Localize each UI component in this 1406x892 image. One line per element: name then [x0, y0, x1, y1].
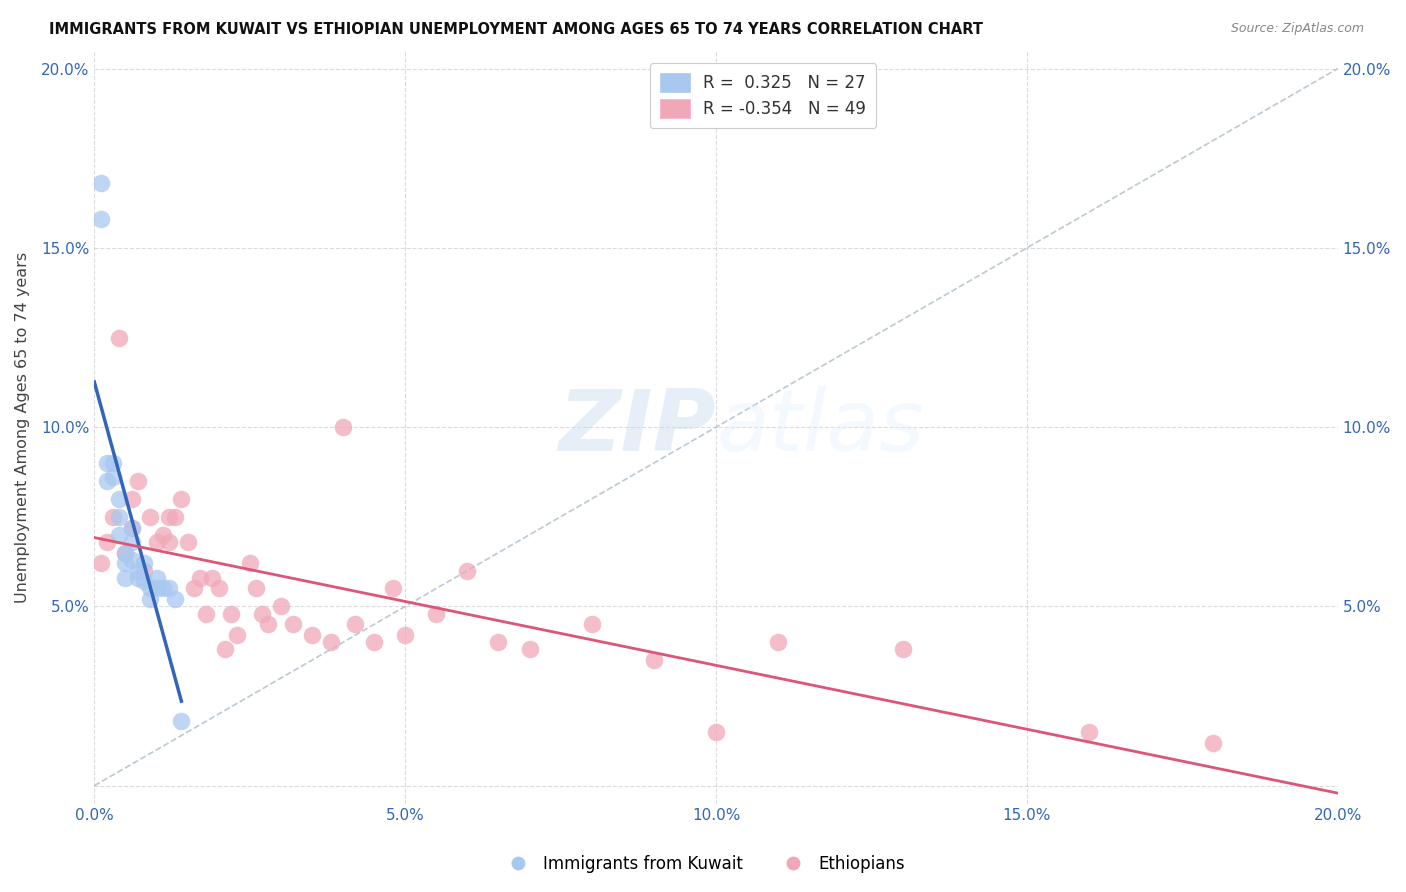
Point: [96, 474, 118, 488]
Point: [101, 470, 124, 484]
Point: [152, 527, 174, 541]
Point: [157, 582, 180, 596]
Point: [90, 557, 112, 571]
Point: [488, 635, 510, 649]
Point: [114, 557, 136, 571]
Point: [381, 582, 404, 596]
Point: [121, 534, 143, 549]
Point: [96, 534, 118, 549]
Point: [425, 607, 447, 621]
Point: [139, 582, 162, 596]
Point: [1202, 736, 1225, 750]
Point: [145, 571, 167, 585]
Point: [165, 509, 187, 524]
Point: [891, 642, 914, 657]
Point: [176, 534, 198, 549]
Point: [201, 571, 224, 585]
Point: [183, 582, 205, 596]
Point: [108, 491, 131, 506]
Point: [108, 330, 131, 344]
Text: IMMIGRANTS FROM KUWAIT VS ETHIOPIAN UNEMPLOYMENT AMONG AGES 65 TO 74 YEARS CORRE: IMMIGRANTS FROM KUWAIT VS ETHIOPIAN UNEM…: [49, 22, 983, 37]
Point: [219, 607, 242, 621]
Point: [519, 642, 541, 657]
Point: [239, 557, 262, 571]
Point: [456, 564, 478, 578]
Point: [127, 474, 149, 488]
Point: [1078, 725, 1101, 739]
Point: [121, 553, 143, 567]
Point: [257, 617, 280, 632]
Point: [270, 599, 292, 614]
Point: [581, 617, 603, 632]
Legend: Immigrants from Kuwait, Ethiopians: Immigrants from Kuwait, Ethiopians: [495, 848, 911, 880]
Point: [114, 546, 136, 560]
Point: [127, 571, 149, 585]
Point: [344, 617, 367, 632]
Point: [121, 520, 143, 534]
Point: [157, 534, 180, 549]
Point: [101, 456, 124, 470]
Point: [394, 628, 416, 642]
Point: [643, 653, 665, 667]
Text: atlas: atlas: [716, 385, 924, 468]
Y-axis label: Unemployment Among Ages 65 to 74 years: Unemployment Among Ages 65 to 74 years: [15, 252, 30, 603]
Point: [363, 635, 385, 649]
Text: ZIP: ZIP: [558, 385, 716, 468]
Point: [96, 456, 118, 470]
Text: Source: ZipAtlas.com: Source: ZipAtlas.com: [1230, 22, 1364, 36]
Point: [139, 592, 162, 607]
Point: [139, 509, 162, 524]
Point: [145, 582, 167, 596]
Point: [704, 725, 727, 739]
Point: [170, 714, 193, 728]
Point: [132, 574, 155, 589]
Point: [114, 546, 136, 560]
Point: [332, 420, 354, 434]
Legend: R =  0.325   N = 27, R = -0.354   N = 49: R = 0.325 N = 27, R = -0.354 N = 49: [650, 62, 876, 128]
Point: [101, 509, 124, 524]
Point: [121, 491, 143, 506]
Point: [165, 592, 187, 607]
Point: [157, 509, 180, 524]
Point: [90, 177, 112, 191]
Point: [152, 582, 174, 596]
Point: [108, 509, 131, 524]
Point: [90, 212, 112, 227]
Point: [170, 491, 193, 506]
Point: [283, 617, 305, 632]
Point: [127, 564, 149, 578]
Point: [214, 642, 236, 657]
Point: [195, 607, 218, 621]
Point: [121, 520, 143, 534]
Point: [208, 582, 231, 596]
Point: [768, 635, 790, 649]
Point: [245, 582, 267, 596]
Point: [188, 571, 211, 585]
Point: [114, 571, 136, 585]
Point: [226, 628, 249, 642]
Point: [132, 564, 155, 578]
Point: [301, 628, 323, 642]
Point: [145, 534, 167, 549]
Point: [319, 635, 342, 649]
Point: [250, 607, 273, 621]
Point: [132, 557, 155, 571]
Point: [108, 527, 131, 541]
